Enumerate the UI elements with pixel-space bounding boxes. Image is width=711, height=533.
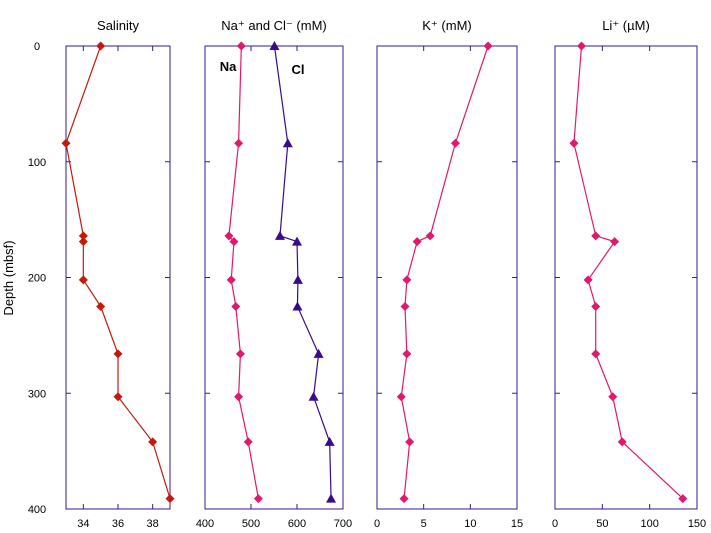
x-tick-label: 600	[288, 518, 306, 530]
x-tick-label: 150	[688, 518, 706, 530]
series-line	[228, 45, 259, 499]
data-point	[483, 41, 493, 51]
data-point	[583, 275, 593, 285]
data-point	[78, 231, 88, 241]
data-point	[617, 437, 627, 447]
series-na	[224, 41, 263, 504]
data-point	[591, 231, 601, 241]
x-tick-label: 700	[334, 518, 352, 530]
series-1	[396, 41, 493, 504]
data-point	[610, 237, 620, 247]
data-point	[577, 41, 587, 51]
data-point	[226, 275, 236, 285]
data-point	[235, 349, 245, 359]
y-axis-label: Depth (mbsf)	[1, 240, 16, 315]
x-tick-label: 400	[196, 518, 214, 530]
data-point	[412, 237, 422, 247]
data-point	[402, 349, 412, 359]
data-point	[292, 274, 303, 284]
data-point	[234, 138, 244, 148]
data-point	[450, 138, 460, 148]
data-point	[234, 392, 244, 402]
panel-1: Salinity 0 100 200 300 400 34 36 38	[28, 18, 175, 530]
data-point	[591, 349, 601, 359]
y-tick-label: 100	[28, 157, 46, 169]
data-point	[292, 301, 303, 311]
data-point	[282, 138, 293, 148]
series-label-cl: Cl	[292, 62, 305, 77]
data-point	[324, 436, 335, 446]
data-point	[399, 494, 409, 504]
data-point	[405, 437, 415, 447]
data-point	[113, 349, 123, 359]
x-tick-label: 38	[147, 518, 159, 530]
data-point	[113, 392, 123, 402]
data-point	[224, 231, 234, 241]
panel-3: K⁺ (mM) 0 5 10 15	[374, 18, 523, 530]
data-point	[396, 392, 406, 402]
panel-4: Li⁺ (µM) 0 50 100 150	[552, 18, 706, 530]
data-point	[569, 138, 579, 148]
data-point	[591, 301, 601, 311]
data-point	[78, 237, 88, 247]
x-tick-label: 15	[511, 518, 523, 530]
data-point	[236, 41, 246, 51]
data-point	[231, 301, 241, 311]
x-tick-label: 10	[464, 518, 476, 530]
data-point	[229, 237, 239, 247]
x-tick-label: 34	[77, 518, 89, 530]
panel-title: Na⁺ and Cl⁻ (mM)	[221, 18, 326, 33]
data-point	[402, 275, 412, 285]
y-tick-label: 400	[28, 504, 46, 516]
x-tick-label: 0	[552, 518, 558, 530]
x-tick-label: 50	[596, 518, 608, 530]
data-point	[313, 348, 324, 358]
data-point	[96, 41, 106, 51]
data-point	[400, 301, 410, 311]
data-point	[326, 493, 337, 503]
data-point	[292, 236, 302, 246]
data-point	[425, 231, 435, 241]
series-line	[400, 45, 489, 499]
plot-frame	[204, 45, 344, 510]
data-point	[61, 138, 71, 148]
data-point	[148, 437, 158, 447]
y-tick-label: 0	[34, 41, 40, 53]
x-tick-label: 100	[640, 518, 658, 530]
series-1	[61, 41, 175, 504]
data-point	[269, 41, 280, 50]
x-tick-label: 5	[421, 518, 427, 530]
series-line	[65, 45, 171, 499]
x-tick-label: 500	[242, 518, 260, 530]
series-line	[573, 45, 684, 500]
series-1	[569, 41, 688, 504]
x-tick-label: 36	[112, 518, 124, 530]
panel-2: Na⁺ and Cl⁻ (mM) 400 500 600 700 Na Cl	[196, 18, 352, 530]
data-point	[253, 494, 263, 504]
data-point	[96, 301, 106, 311]
data-point	[608, 392, 618, 402]
plot-frame	[376, 45, 518, 510]
panel-title: K⁺ (mM)	[422, 18, 471, 33]
series-line	[273, 45, 332, 499]
series-label-na: Na	[220, 59, 237, 74]
panel-title: Li⁺ (µM)	[602, 18, 650, 33]
data-point	[308, 391, 319, 401]
panel-title: Salinity	[97, 18, 139, 33]
data-point	[274, 230, 285, 240]
data-point	[78, 275, 88, 285]
x-tick-label: 0	[374, 518, 380, 530]
series-cl	[269, 41, 337, 503]
data-point	[678, 494, 688, 504]
y-tick-label: 200	[28, 273, 46, 285]
data-point	[243, 437, 253, 447]
y-tick-label: 300	[28, 388, 46, 400]
data-point	[165, 494, 175, 504]
